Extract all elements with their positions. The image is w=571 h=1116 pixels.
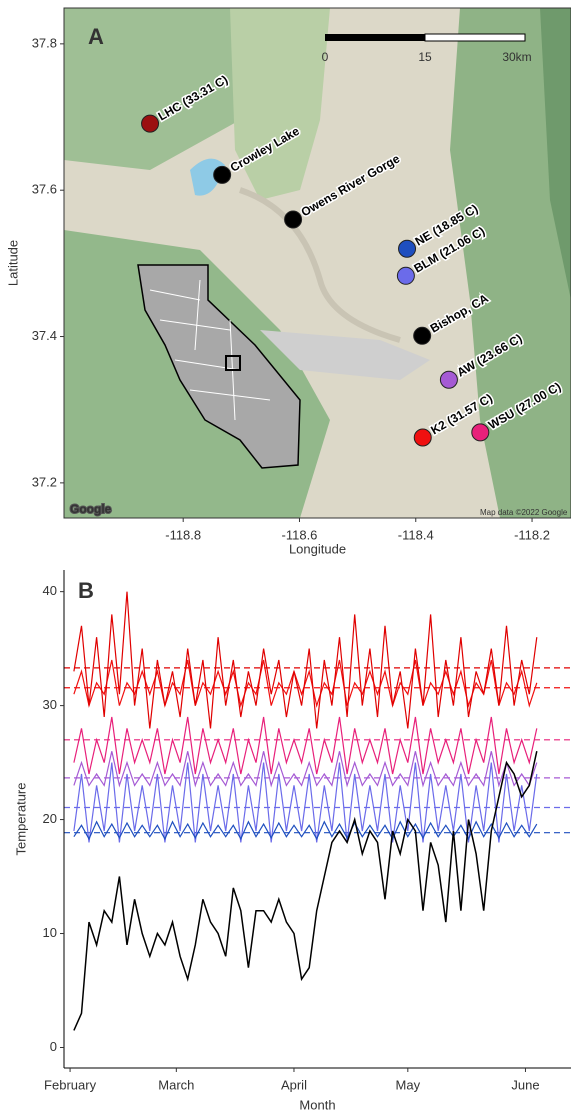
map-background [64,8,571,518]
y-axis-label: Latitude [5,240,20,286]
x-tick-label: June [511,1077,539,1092]
site-point [413,428,432,447]
site-point [439,370,458,389]
scale-label: 0 [322,50,329,64]
site-point [396,266,415,285]
y-tick-label: 37.2 [32,474,57,489]
series-line [73,716,538,775]
series-line [73,762,538,843]
y-tick-label: 30 [43,697,57,712]
site-point [141,114,160,133]
y-axis-label: Temperature [13,783,28,856]
x-tick-label: -118.2 [514,527,550,542]
series-line [73,751,538,1031]
scale-label: 15 [418,50,432,64]
attribution: Map data ©2022 Google [480,508,568,517]
x-axis-label: Longitude [289,541,346,556]
x-tick-label: May [396,1077,421,1092]
series-line [73,659,538,708]
y-tick-label: 10 [43,925,57,940]
attribution: Google [70,502,112,516]
panel-label: A [88,24,104,49]
series-line [73,820,538,841]
site-point [398,239,417,258]
y-tick-label: 37.4 [32,328,57,343]
x-tick-label: February [44,1077,97,1092]
x-tick-label: -118.6 [282,527,318,542]
site-point [213,165,232,184]
x-tick-label: March [158,1077,194,1092]
site-point [471,423,490,442]
site-point [413,326,432,345]
panel-border [63,7,571,519]
x-tick-label: -118.4 [398,527,434,542]
scale-label: 30km [502,50,531,64]
y-tick-label: 20 [43,811,57,826]
x-axis-label: Month [299,1097,335,1112]
x-tick-label: April [281,1077,307,1092]
y-tick-label: 40 [43,583,57,598]
x-tick-label: -118.8 [165,527,201,542]
y-tick-label: 0 [50,1039,57,1054]
site-point [284,210,303,229]
series-line [73,751,538,788]
y-tick-label: 37.8 [32,35,57,50]
series-line [73,591,538,729]
panel-label: B [78,578,94,603]
y-tick-label: 37.6 [32,182,57,197]
